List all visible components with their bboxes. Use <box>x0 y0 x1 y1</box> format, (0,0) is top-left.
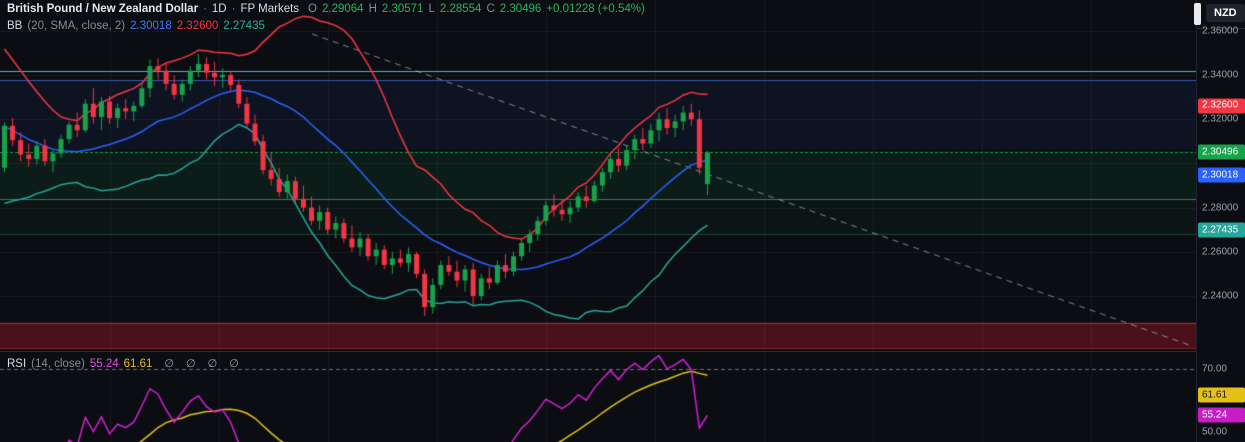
change-value: +0.01228 (+0.54%) <box>546 3 645 15</box>
low-value: 2.28554 <box>439 3 482 15</box>
close-value: 2.30496 <box>499 3 542 15</box>
rsi-ma-value: 61.61 <box>123 358 153 370</box>
rsi-axis-badge: 61.61 <box>1198 387 1245 403</box>
bb-lower-value: 2.27435 <box>223 20 265 32</box>
price-axis-label: 2.26000 <box>1202 246 1239 258</box>
bb-basis-value: 2.30018 <box>130 20 172 32</box>
low-label: L <box>428 3 435 15</box>
provider-label: FP Markets <box>240 3 300 15</box>
bb-indicator-legend[interactable]: BB (20, SMA, close, 2) 2.30018 2.32600 2… <box>7 20 265 32</box>
price-axis-label: 2.32000 <box>1202 113 1239 125</box>
rsi-value: 55.24 <box>89 358 119 370</box>
price-axis-badge: 2.27435 <box>1198 222 1245 238</box>
high-value: 2.30571 <box>381 3 424 15</box>
close-label: C <box>486 3 495 15</box>
price-chart-canvas[interactable] <box>0 0 1196 442</box>
price-axis-badge: 2.30496 <box>1198 144 1245 160</box>
bb-name: BB <box>7 20 23 32</box>
open-value: 2.29064 <box>321 3 364 15</box>
symbol-legend[interactable]: British Pound / New Zealand Dollar · 1D … <box>7 3 645 15</box>
currency-button[interactable]: NZD <box>1206 4 1245 22</box>
price-axis-badge: 2.32600 <box>1198 98 1245 114</box>
rsi-axis-label: 70.00 <box>1202 363 1228 375</box>
price-axis-label: 2.28000 <box>1202 202 1239 214</box>
bb-params: (20, SMA, close, 2) <box>27 20 126 32</box>
price-axis[interactable]: NZD 2.36000 2.34000 2.32000 2.28000 2.26000 2… <box>1194 0 1245 442</box>
pane-divider[interactable] <box>0 351 1245 352</box>
rsi-name: RSI <box>7 358 27 370</box>
empty-set-icon: ∅ <box>229 358 239 370</box>
rsi-axis-label: 50.00 <box>1202 426 1228 438</box>
legend-separator: · <box>203 3 207 15</box>
rsi-axis-badge: 55.24 <box>1198 407 1245 423</box>
rsi-params: (14, close) <box>31 358 85 370</box>
price-scale-handle[interactable] <box>1194 3 1201 25</box>
empty-set-icon: ∅ <box>186 358 196 370</box>
empty-set-icon: ∅ <box>207 358 218 370</box>
price-axis-label: 2.36000 <box>1202 25 1239 37</box>
open-label: O <box>308 3 317 15</box>
price-axis-badge: 2.30018 <box>1198 167 1245 183</box>
rsi-indicator-legend[interactable]: RSI (14, close) 55.24 61.61 ∅ ∅ ∅ ∅ <box>7 357 239 370</box>
legend-separator: · <box>231 3 236 15</box>
price-axis-label: 2.34000 <box>1202 69 1239 81</box>
bb-upper-value: 2.32600 <box>176 20 219 32</box>
empty-set-icon: ∅ <box>164 358 175 370</box>
high-label: H <box>368 3 377 15</box>
price-axis-label: 2.24000 <box>1202 290 1239 302</box>
timeframe-label[interactable]: 1D <box>211 3 227 15</box>
symbol-title: British Pound / New Zealand Dollar <box>7 3 199 15</box>
price-axis-header: NZD <box>1194 0 1245 29</box>
